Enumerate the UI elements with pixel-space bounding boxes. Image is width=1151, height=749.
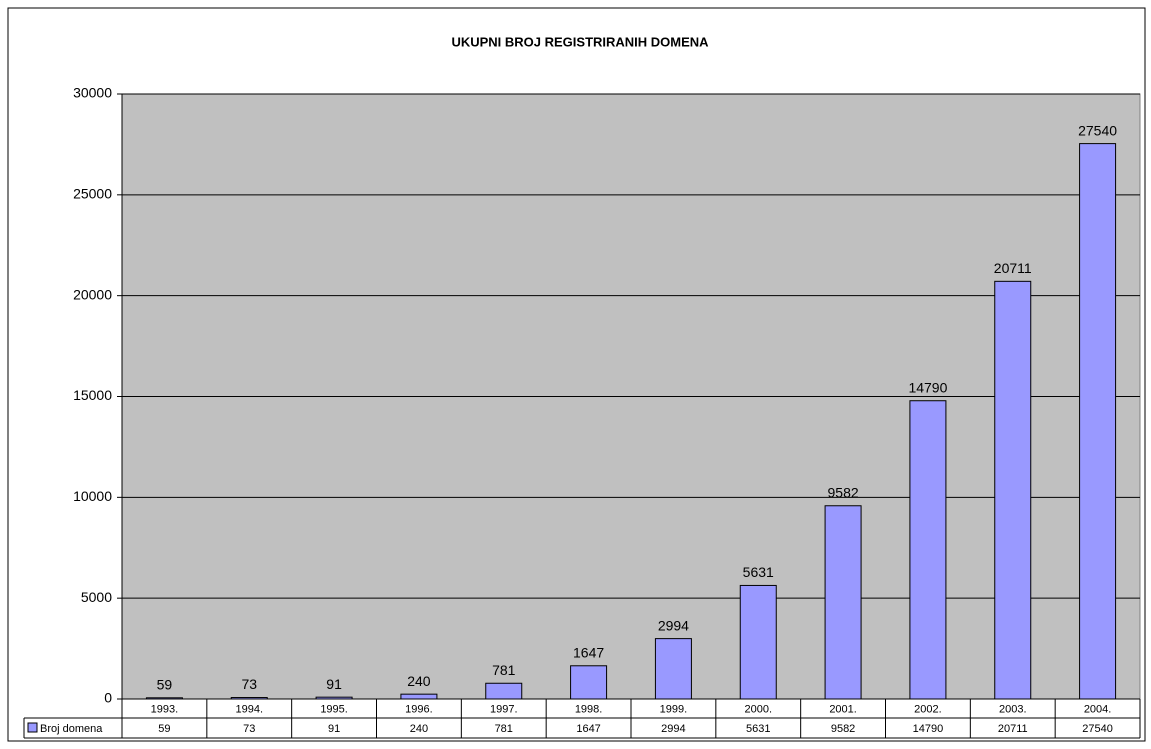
x-tick-label: 2004.: [1084, 703, 1112, 715]
table-value: 20711: [998, 723, 1028, 735]
y-tick-label: 20000: [73, 286, 112, 302]
x-tick-label: 2001.: [829, 703, 857, 715]
x-tick-label: 2003.: [999, 703, 1027, 715]
x-tick-label: 1994.: [235, 703, 263, 715]
data-label: 14790: [908, 379, 947, 395]
x-tick-label: 1999.: [660, 703, 688, 715]
data-label: 27540: [1078, 122, 1117, 138]
x-tick-label: 1996.: [405, 703, 433, 715]
x-tick-label: 1997.: [490, 703, 518, 715]
x-tick-label: 2000.: [744, 703, 772, 715]
table-value: 781: [495, 723, 513, 735]
y-tick-label: 10000: [73, 488, 112, 504]
bar: [485, 682, 523, 700]
x-tick-label: 1993.: [151, 703, 179, 715]
table-value: 59: [158, 723, 170, 735]
y-tick-label: 0: [104, 690, 112, 706]
data-label: 1647: [573, 644, 604, 660]
table-value: 1647: [576, 723, 600, 735]
x-tick-label: 1995.: [320, 703, 348, 715]
bar: [909, 400, 947, 700]
bar: [145, 697, 183, 700]
y-tick-label: 5000: [81, 589, 112, 605]
y-tick-label: 25000: [73, 186, 112, 202]
y-tick-label: 15000: [73, 387, 112, 403]
bar: [315, 696, 353, 700]
bar: [1079, 143, 1117, 700]
data-label: 781: [492, 662, 516, 678]
data-label: 240: [407, 673, 431, 689]
table-value: 9582: [831, 723, 855, 735]
data-label: 9582: [828, 484, 859, 500]
table-value: 2994: [661, 723, 685, 735]
table-value: 240: [410, 723, 428, 735]
table-value: 5631: [746, 723, 770, 735]
y-tick-label: 30000: [73, 85, 112, 101]
data-label: 5631: [743, 564, 774, 580]
bar: [739, 584, 777, 700]
bar: [994, 280, 1032, 700]
table-value: 27540: [1082, 723, 1113, 735]
data-label: 91: [326, 676, 342, 692]
x-tick-label: 1998.: [575, 703, 603, 715]
bar: [230, 697, 268, 700]
legend-label: Broj domena: [40, 723, 103, 735]
table-value: 73: [243, 723, 255, 735]
data-label: 59: [157, 677, 173, 693]
table-value: 14790: [913, 723, 944, 735]
bar: [570, 665, 608, 700]
table-value: 91: [328, 723, 340, 735]
bar: [824, 505, 862, 700]
legend-swatch: [27, 722, 38, 733]
bar: [654, 638, 692, 700]
chart-title: UKUPNI BROJ REGISTRIRANIH DOMENA: [451, 34, 709, 49]
data-label: 2994: [658, 617, 689, 633]
bar: [400, 693, 438, 700]
data-label: 73: [241, 676, 257, 692]
x-tick-label: 2002.: [914, 703, 942, 715]
data-label: 20711: [994, 260, 1032, 276]
